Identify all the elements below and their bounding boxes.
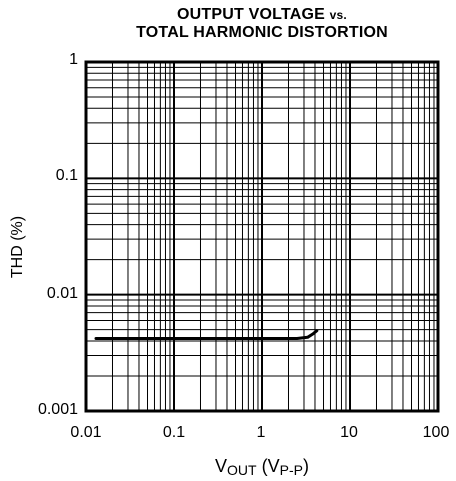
x-axis-label-paren-close: ) xyxy=(302,456,309,476)
x-tick-label: 0.1 xyxy=(162,424,186,441)
y-tick-label: 0.01 xyxy=(46,285,78,302)
x-axis-label-main: V xyxy=(215,456,228,476)
chart-title-line-2: TOTAL HARMONIC DISTORTION xyxy=(136,24,388,41)
chart-title-line-1: OUTPUT VOLTAGE vs. xyxy=(86,6,438,24)
x-tick-label: 10 xyxy=(340,424,358,441)
x-axis-label-paren-open: (V xyxy=(256,456,280,476)
grid-lines xyxy=(85,62,438,412)
x-axis-label: VOUT (VP-P) xyxy=(86,456,438,478)
series-line xyxy=(94,329,319,340)
x-axis-label-sub-pp: P-P xyxy=(279,462,303,478)
chart-title-vs: vs. xyxy=(329,8,347,22)
chart-title-main: OUTPUT VOLTAGE xyxy=(177,6,326,23)
x-tick-label: 1 xyxy=(256,424,266,441)
x-axis-label-sub-out: OUT xyxy=(227,462,257,478)
y-tick-label: 0.001 xyxy=(37,401,78,418)
y-tick-label: 0.1 xyxy=(55,167,78,184)
x-tick-label: 0.01 xyxy=(70,424,102,441)
x-tick-label: 100 xyxy=(422,424,450,441)
plot-frame xyxy=(84,60,440,413)
y-tick-label: 1 xyxy=(69,51,78,68)
